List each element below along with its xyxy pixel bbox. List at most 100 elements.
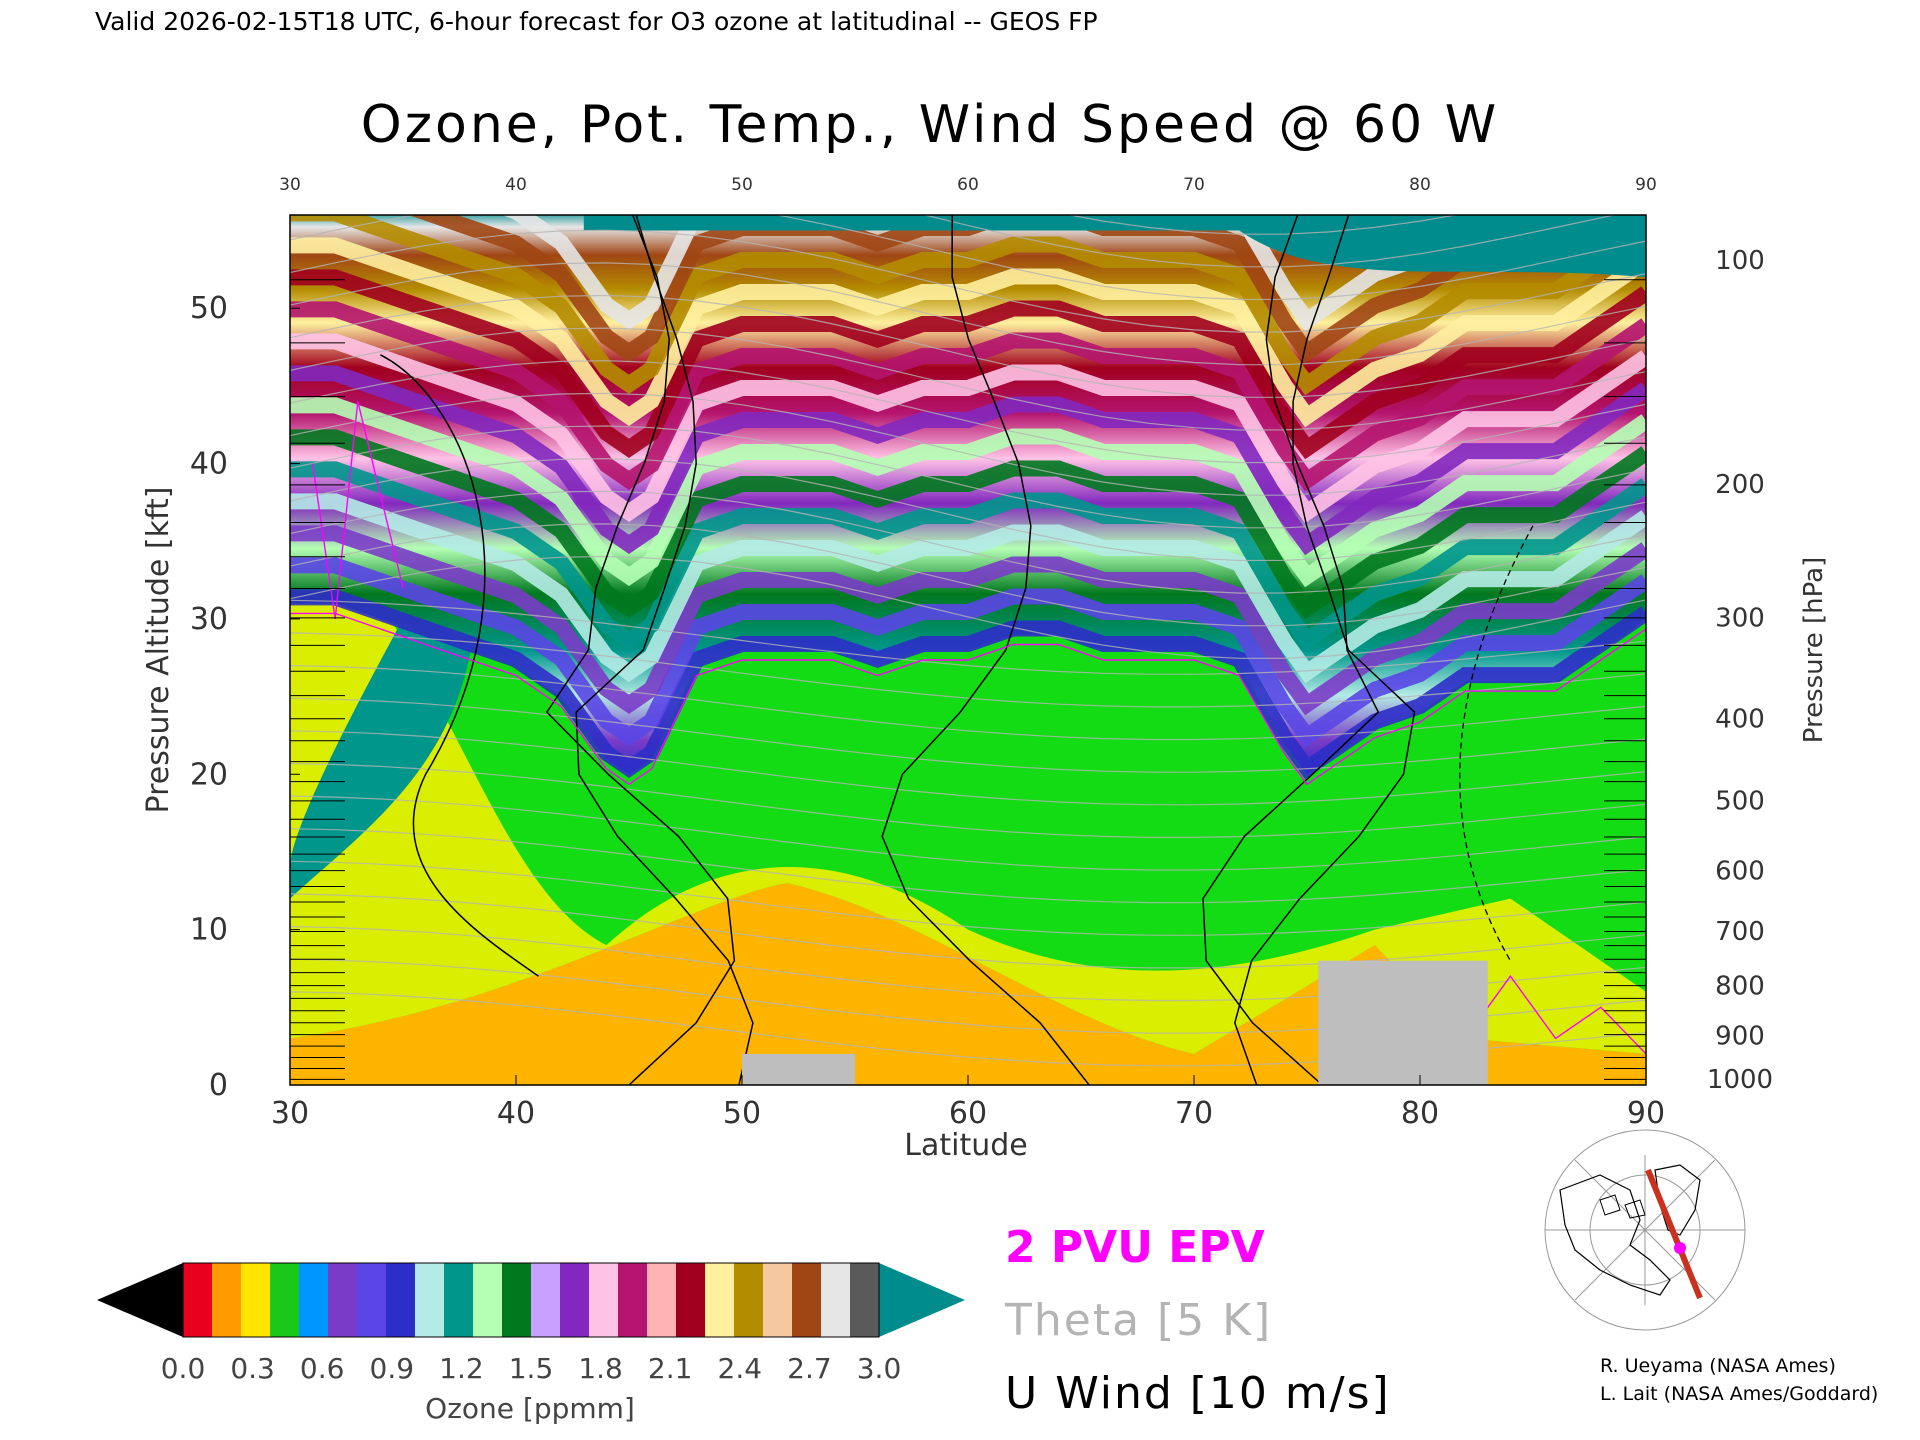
colorbar-band-11 — [502, 1263, 532, 1337]
pressure-tick-label: 800 — [1715, 972, 1765, 1002]
colorbar-band-15 — [618, 1263, 648, 1337]
colorbar-band-1 — [212, 1263, 242, 1337]
u-wind-contours — [380, 215, 1534, 1085]
theta-contour-17 — [290, 425, 1646, 529]
colorbar-band-22 — [821, 1263, 851, 1337]
y-tick-label: 10 — [190, 913, 228, 948]
ozone-band-7 — [290, 365, 1646, 556]
theta-contour-7 — [290, 762, 1646, 838]
colorbar-band-21 — [792, 1263, 822, 1337]
wind-contour-0 — [545, 215, 736, 1085]
colorbar-tick-label: 0.6 — [300, 1352, 345, 1385]
epv-contour-left — [311, 401, 404, 620]
ozone-band-0 — [290, 589, 1646, 780]
colorbar-high-arrow — [879, 1263, 965, 1337]
top-x-tick-label: 90 — [1635, 175, 1657, 195]
theta-contour-14 — [290, 523, 1646, 627]
colorbar-band-4 — [299, 1263, 329, 1337]
colorbar-tick-label: 0.0 — [161, 1352, 206, 1385]
pressure-tick-label: 600 — [1715, 857, 1765, 887]
colorbar-band-8 — [415, 1263, 445, 1337]
epv-2pvu-contour — [290, 612, 1646, 786]
credit-line-1: R. Ueyama (NASA Ames) — [1600, 1355, 1836, 1377]
colorbar-band-14 — [589, 1263, 619, 1337]
theta-contour-25 — [922, 215, 1618, 268]
inset-locator-map — [1544, 1129, 1746, 1331]
legend-epv: 2 PVU EPV — [1005, 1222, 1265, 1273]
colorbar-band-3 — [270, 1263, 300, 1337]
colorbar-tick-label: 2.7 — [787, 1352, 832, 1385]
ozone-colorbar: 0.0 0.3 0.6 0.9 1.2 1.5 1.8 2.1 2.4 2.7 3.0 Ozone … — [97, 1262, 965, 1425]
theta-contour-18 — [290, 392, 1646, 496]
colorbar-band-20 — [763, 1263, 793, 1337]
colorbar-tick-label: 1.2 — [439, 1352, 484, 1385]
credit-line-2: L. Lait (NASA Ames/Goddard) — [1600, 1383, 1878, 1405]
pressure-tick-label: 100 — [1715, 246, 1765, 276]
theta-contour-15 — [290, 490, 1646, 594]
y-axis-label: Pressure Altitude [kft] — [141, 487, 176, 814]
top-x-tick-label: 30 — [279, 175, 301, 195]
plot-area — [290, 215, 1646, 1085]
upper-stratosphere-patch — [583, 215, 1646, 278]
theta-contour-24 — [290, 215, 1646, 301]
y-tick-label: 20 — [190, 757, 228, 792]
colorbar-low-arrow — [97, 1263, 183, 1337]
x-axis-label: Latitude — [904, 1128, 1027, 1163]
teal-ozone-patch — [290, 618, 471, 899]
wind-contour-3 — [1202, 215, 1380, 1085]
ozone-band-10 — [290, 269, 1646, 460]
colorbar-tick-label: 2.1 — [648, 1352, 693, 1385]
colorbar-band-13 — [560, 1263, 590, 1337]
y-tick-label: 30 — [190, 602, 228, 637]
wind-contour-2 — [881, 215, 1090, 1085]
inset-coastline-islands — [1599, 1194, 1646, 1219]
y-axis-right-pressure: 100 200 300 400 500 600 700 800 900 1000 — [1707, 246, 1773, 1095]
colorbar-band-17 — [676, 1263, 706, 1337]
colorbar-band-9 — [444, 1263, 474, 1337]
colorbar-tick-label: 1.8 — [578, 1352, 623, 1385]
legend: 2 PVU EPV Theta [5 K] U Wind [10 m/s] — [1004, 1222, 1391, 1419]
x-tick-label: 60 — [949, 1096, 987, 1131]
colorbar-band-18 — [705, 1263, 735, 1337]
valid-time-header: Valid 2026-02-15T18 UTC, 6-hour forecast… — [95, 7, 1098, 36]
pressure-tick-label: 400 — [1715, 704, 1765, 734]
top-x-tick-label: 70 — [1183, 175, 1205, 195]
x-tick-label: 80 — [1401, 1096, 1439, 1131]
top-x-tick-label: 80 — [1409, 175, 1431, 195]
theta-contour-13 — [290, 555, 1646, 659]
colorbar-tick-label: 1.5 — [509, 1352, 554, 1385]
ozone-band-11 — [290, 237, 1646, 428]
theta-contour-23 — [290, 229, 1646, 333]
colorbar-band-19 — [734, 1263, 764, 1337]
pressure-tick-label: 700 — [1715, 917, 1765, 947]
ozone-band-5 — [290, 429, 1646, 620]
pressure-tick-label: 200 — [1715, 470, 1765, 500]
surface-ozone-band — [290, 883, 1646, 1085]
inset-section-line — [1645, 1168, 1703, 1300]
theta-contour-10 — [290, 664, 1646, 741]
colorbar-band-0 — [183, 1263, 213, 1337]
x-axis-bottom: 30 40 50 60 70 80 90 — [271, 1075, 1665, 1131]
boundary-layer-ozone-band — [290, 603, 1646, 1054]
x-axis-top: 30 40 50 60 70 80 90 — [279, 175, 1657, 195]
theta-contour-8 — [290, 730, 1646, 806]
y2-axis-label: Pressure [hPa] — [1799, 557, 1829, 744]
theta-contour-19 — [290, 360, 1646, 464]
theta-contours — [290, 215, 1646, 1067]
legend-theta: Theta [5 K] — [1004, 1295, 1272, 1346]
colorbar-band-5 — [328, 1263, 358, 1337]
topography-block-1 — [1318, 960, 1488, 1085]
colorbar-tick-label: 0.9 — [370, 1352, 415, 1385]
colorbar-frame — [182, 1262, 880, 1338]
colorbar-label: Ozone [ppmm] — [425, 1392, 635, 1425]
top-x-tick-label: 50 — [731, 175, 753, 195]
theta-contour-21 — [290, 294, 1646, 398]
inset-coastline-canada — [1559, 1174, 1671, 1296]
top-x-tick-label: 60 — [957, 175, 979, 195]
wind-contour-4 — [1234, 215, 1416, 1085]
chart-title: Ozone, Pot. Temp., Wind Speed @ 60 W — [361, 95, 1499, 155]
theta-contour-6 — [290, 795, 1646, 871]
theta-contour-20 — [290, 327, 1646, 431]
legend-wind: U Wind [10 m/s] — [1005, 1368, 1391, 1419]
inset-meridian-d — [1574, 1159, 1716, 1301]
